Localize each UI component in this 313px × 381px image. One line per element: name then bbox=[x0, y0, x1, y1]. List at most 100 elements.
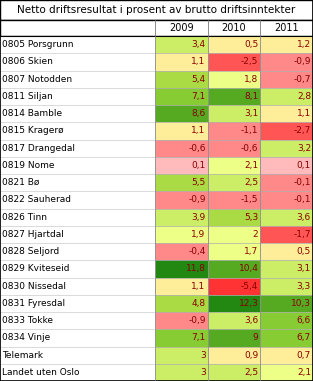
Text: 2,5: 2,5 bbox=[244, 368, 258, 377]
Bar bbox=[155, 191, 208, 208]
Bar bbox=[260, 70, 313, 88]
Bar bbox=[155, 243, 208, 260]
Text: 7,1: 7,1 bbox=[192, 92, 206, 101]
Bar bbox=[208, 277, 260, 295]
Bar bbox=[155, 122, 208, 139]
Bar bbox=[155, 364, 208, 381]
Bar bbox=[208, 260, 260, 277]
Text: 10,4: 10,4 bbox=[239, 264, 258, 274]
Bar bbox=[155, 208, 208, 226]
Bar bbox=[260, 329, 313, 346]
Bar bbox=[0, 295, 155, 312]
Bar bbox=[0, 122, 155, 139]
Text: -2,5: -2,5 bbox=[241, 58, 258, 66]
Bar bbox=[0, 53, 155, 70]
Bar bbox=[155, 88, 208, 105]
Bar bbox=[260, 277, 313, 295]
Bar bbox=[260, 243, 313, 260]
Bar bbox=[0, 243, 155, 260]
Text: 0821 Bø: 0821 Bø bbox=[2, 178, 39, 187]
Text: 9: 9 bbox=[253, 333, 258, 343]
Text: 0829 Kviteseid: 0829 Kviteseid bbox=[2, 264, 69, 274]
Bar bbox=[155, 157, 208, 174]
Bar bbox=[208, 36, 260, 53]
Text: 0833 Tokke: 0833 Tokke bbox=[2, 316, 53, 325]
Text: 11,8: 11,8 bbox=[186, 264, 206, 274]
Text: -2,7: -2,7 bbox=[294, 126, 311, 135]
Bar bbox=[208, 70, 260, 88]
Text: 1,1: 1,1 bbox=[192, 126, 206, 135]
Text: 0,1: 0,1 bbox=[192, 161, 206, 170]
Text: 3,4: 3,4 bbox=[192, 40, 206, 49]
Text: 0,7: 0,7 bbox=[297, 351, 311, 360]
Text: 2009: 2009 bbox=[169, 23, 194, 33]
Bar bbox=[0, 70, 155, 88]
Text: 3,9: 3,9 bbox=[192, 213, 206, 222]
Bar bbox=[208, 312, 260, 329]
Bar bbox=[0, 191, 155, 208]
Bar bbox=[208, 88, 260, 105]
Bar bbox=[208, 346, 260, 364]
Text: 3: 3 bbox=[200, 351, 206, 360]
Bar bbox=[208, 208, 260, 226]
Text: 0815 Kragerø: 0815 Kragerø bbox=[2, 126, 64, 135]
Text: Landet uten Oslo: Landet uten Oslo bbox=[2, 368, 80, 377]
Text: 10,3: 10,3 bbox=[291, 299, 311, 308]
Text: Telemark: Telemark bbox=[2, 351, 43, 360]
Bar bbox=[155, 105, 208, 122]
Bar bbox=[155, 20, 208, 36]
Bar bbox=[0, 0, 313, 20]
Text: 0830 Nissedal: 0830 Nissedal bbox=[2, 282, 66, 291]
Bar bbox=[260, 122, 313, 139]
Bar bbox=[0, 20, 313, 36]
Text: 3: 3 bbox=[200, 368, 206, 377]
Bar bbox=[208, 329, 260, 346]
Text: 0817 Drangedal: 0817 Drangedal bbox=[2, 144, 75, 153]
Text: 2011: 2011 bbox=[275, 23, 299, 33]
Bar bbox=[155, 174, 208, 191]
Text: 0,5: 0,5 bbox=[244, 40, 258, 49]
Text: 0811 Siljan: 0811 Siljan bbox=[2, 92, 53, 101]
Bar bbox=[0, 364, 155, 381]
Bar bbox=[260, 208, 313, 226]
Text: 1,2: 1,2 bbox=[297, 40, 311, 49]
Text: 5,3: 5,3 bbox=[244, 213, 258, 222]
Bar bbox=[0, 174, 155, 191]
Bar bbox=[208, 191, 260, 208]
Bar bbox=[208, 174, 260, 191]
Text: 0814 Bamble: 0814 Bamble bbox=[2, 109, 62, 118]
Text: 0,9: 0,9 bbox=[244, 351, 258, 360]
Text: 0,5: 0,5 bbox=[297, 247, 311, 256]
Bar bbox=[208, 157, 260, 174]
Text: 2: 2 bbox=[253, 230, 258, 239]
Bar bbox=[0, 226, 155, 243]
Text: 0831 Fyresdal: 0831 Fyresdal bbox=[2, 299, 65, 308]
Text: -1,1: -1,1 bbox=[241, 126, 258, 135]
Text: -0,9: -0,9 bbox=[188, 316, 206, 325]
Bar bbox=[0, 312, 155, 329]
Text: 5,5: 5,5 bbox=[192, 178, 206, 187]
Text: -0,6: -0,6 bbox=[188, 144, 206, 153]
Bar bbox=[260, 20, 313, 36]
Bar bbox=[155, 277, 208, 295]
Text: -0,1: -0,1 bbox=[294, 178, 311, 187]
Bar bbox=[208, 139, 260, 157]
Text: 6,6: 6,6 bbox=[297, 316, 311, 325]
Text: 3,1: 3,1 bbox=[244, 109, 258, 118]
Text: -0,1: -0,1 bbox=[294, 195, 311, 204]
Text: 1,7: 1,7 bbox=[244, 247, 258, 256]
Text: 0806 Skien: 0806 Skien bbox=[2, 58, 53, 66]
Text: 6,7: 6,7 bbox=[297, 333, 311, 343]
Bar bbox=[208, 122, 260, 139]
Bar bbox=[208, 295, 260, 312]
Text: 5,4: 5,4 bbox=[192, 75, 206, 83]
Text: 7,1: 7,1 bbox=[192, 333, 206, 343]
Text: 1,8: 1,8 bbox=[244, 75, 258, 83]
Bar bbox=[260, 346, 313, 364]
Bar bbox=[208, 20, 260, 36]
Bar bbox=[0, 208, 155, 226]
Text: 1,1: 1,1 bbox=[192, 282, 206, 291]
Bar bbox=[208, 105, 260, 122]
Bar bbox=[155, 53, 208, 70]
Bar bbox=[155, 329, 208, 346]
